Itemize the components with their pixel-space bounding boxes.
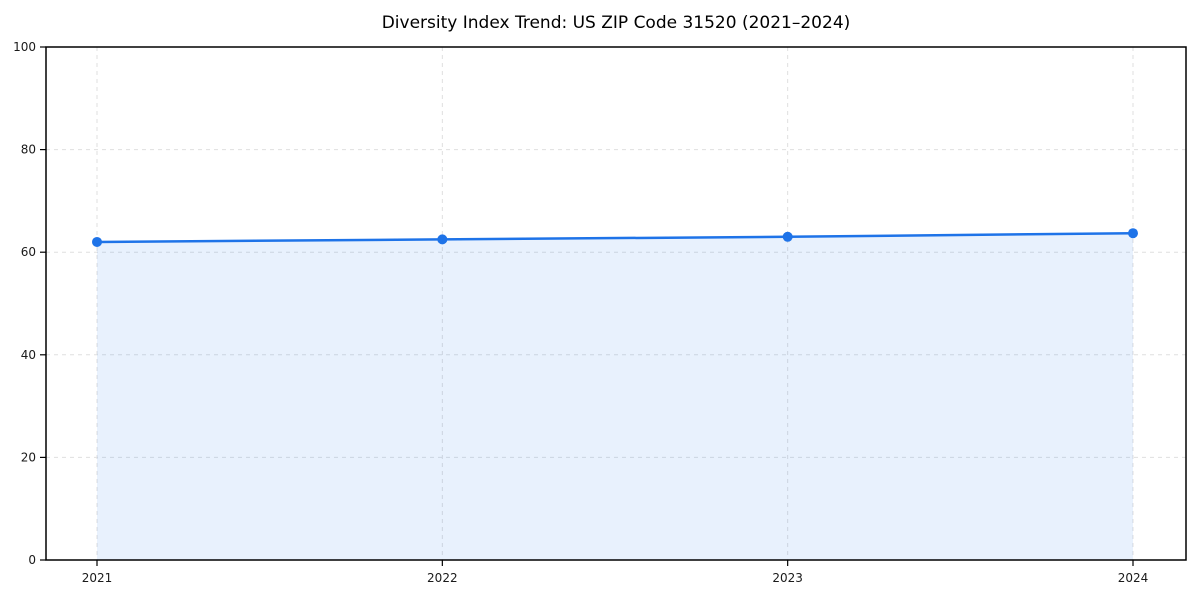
y-tick-label: 20 — [21, 450, 36, 464]
data-point-2023 — [782, 231, 793, 242]
plot-area-background — [46, 47, 1186, 560]
chart-title: Diversity Index Trend: US ZIP Code 31520… — [381, 13, 851, 33]
y-tick-label: 100 — [13, 40, 36, 54]
data-point-2024 — [1128, 228, 1138, 239]
y-tick-label: 80 — [21, 143, 36, 157]
y-tick-label: 40 — [21, 348, 36, 362]
plot-border — [45, 46, 1187, 561]
area-fill — [97, 233, 1133, 560]
data-point-2022 — [437, 234, 448, 245]
trend-line — [95, 231, 1135, 244]
x-tick-label: 2021 — [82, 571, 113, 585]
data-point-2021 — [92, 236, 102, 247]
x-tick-label: 2023 — [772, 571, 803, 585]
y-tick-label: 60 — [21, 245, 36, 259]
x-tick-label: 2022 — [427, 571, 458, 585]
y-tick-label: 0 — [28, 553, 36, 567]
x-tick-label: 2024 — [1118, 571, 1149, 585]
